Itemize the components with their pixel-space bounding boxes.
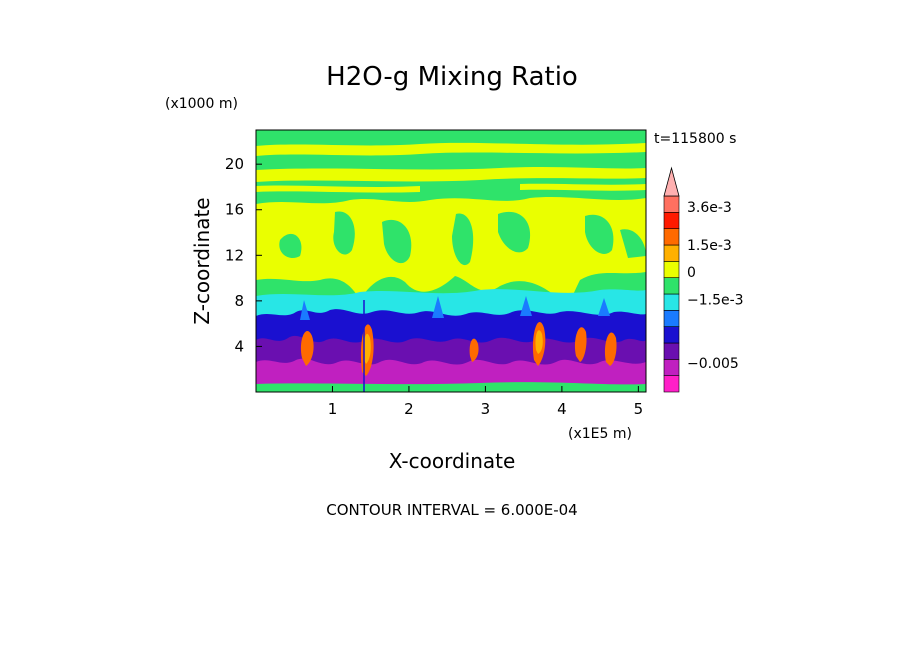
plot-frame [255,129,647,393]
colorbar-label: −1.5e-3 [687,292,744,308]
layer-upper-yellow [256,142,646,193]
colorbar-arrow [663,166,680,197]
colorbar-label: 0 [687,265,696,281]
layer-surface [256,382,646,392]
x-axis: 1 2 3 4 5 [328,386,643,418]
y-tick-label: 12 [225,246,244,264]
colorbar-segment [663,326,680,344]
colorbar-label: 3.6e-3 [687,200,732,216]
colorbar-segment [663,195,680,213]
colorbar-segment [663,212,680,229]
colorbar-segment [663,293,680,311]
x-tick-label: 3 [481,400,491,418]
colorbar-segment [663,228,680,246]
layer-yellow-plume-cores [363,330,543,364]
colorbar-segment [663,375,680,393]
y-tick-label: 4 [234,337,244,355]
time-label: t=115800 s [654,131,736,147]
x-tick-label: 1 [328,400,338,418]
colorbar-label: 1.5e-3 [687,238,732,254]
colorbar-segment [663,359,680,376]
x-tick-label: 5 [634,400,644,418]
y-unit-label: (x1000 m) [165,96,238,112]
y-axis: 4 8 12 16 20 [225,155,262,355]
colorbar-segment [663,277,680,295]
chart-title: H2O-g Mixing Ratio [326,62,578,92]
x-unit-label: (x1E5 m) [568,426,632,442]
colorbar-segment [663,261,680,278]
colorbar-segment [663,244,680,262]
colorbar: 3.6e-3 1.5e-3 0 −1.5e-3 −0.005 [663,166,744,393]
x-tick-label: 2 [404,400,414,418]
colorbar-label: −0.005 [687,356,739,372]
contour-interval-label: CONTOUR INTERVAL = 6.000E-04 [326,501,577,519]
x-axis-title: X-coordinate [389,449,516,473]
y-axis-title: Z-coordinate [190,197,214,324]
x-tick-label: 4 [557,400,567,418]
y-tick-label: 8 [234,292,244,310]
contour-field [256,130,646,392]
colorbar-segment [663,342,680,360]
y-tick-label: 16 [225,201,244,219]
y-tick-label: 20 [225,155,244,173]
colorbar-segment [663,310,680,327]
layer-blue-fingers [300,296,610,320]
layer-green-holes [279,211,646,266]
